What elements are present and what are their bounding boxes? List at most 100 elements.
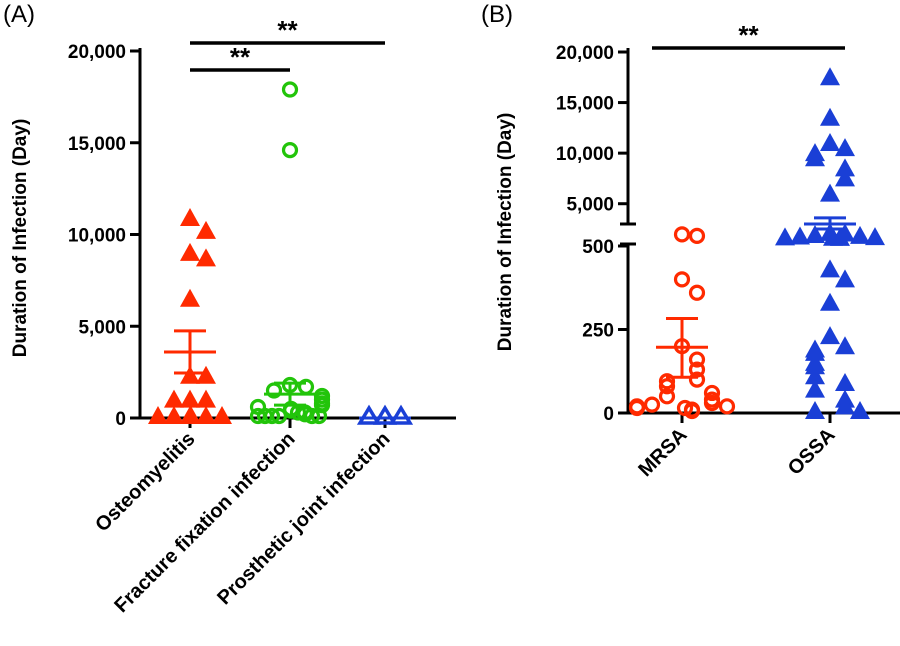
y-tick-label: 500 bbox=[582, 237, 614, 258]
panel-a: (A) Duration of Infection (Day) 0 5,000 10… bbox=[3, 1, 456, 617]
data-point bbox=[196, 248, 216, 267]
data-point bbox=[180, 389, 200, 408]
x-tick-label-mrsa: MRSA bbox=[634, 424, 691, 481]
significance-1-label: ** bbox=[277, 15, 298, 45]
panel-b-significance: ** bbox=[652, 20, 845, 50]
data-point bbox=[805, 366, 825, 385]
data-point bbox=[688, 371, 706, 388]
y-tick-label: 20,000 bbox=[68, 42, 126, 63]
data-point bbox=[303, 407, 321, 425]
data-point bbox=[281, 141, 299, 159]
panel-b-y-axis-label: Duration of Infection (Day) bbox=[495, 113, 516, 352]
x-tick-label-osteomyelitis: Osteomyelitis bbox=[91, 428, 199, 536]
y-tick-label: 10,000 bbox=[68, 226, 126, 247]
data-point bbox=[835, 396, 855, 415]
y-tick-label: 20,000 bbox=[556, 43, 614, 64]
data-point bbox=[181, 406, 201, 424]
data-point bbox=[850, 401, 870, 419]
data-point bbox=[196, 406, 216, 424]
data-point bbox=[372, 404, 398, 425]
panel-b-y-ticks: 0 250 500 5,000 10,000 15,000 20,000 bbox=[556, 43, 628, 425]
panel-b-x-ticks: MRSA OSSA bbox=[634, 413, 840, 481]
data-point bbox=[703, 384, 721, 402]
x-tick-label-ossa: OSSA bbox=[784, 424, 840, 480]
y-tick-label: 0 bbox=[115, 409, 126, 430]
data-point bbox=[658, 388, 676, 405]
data-point bbox=[820, 326, 840, 345]
data-point bbox=[658, 373, 676, 390]
y-tick-label: 5,000 bbox=[566, 195, 614, 216]
series-ossa bbox=[775, 67, 885, 419]
data-point bbox=[356, 404, 382, 425]
data-point bbox=[835, 372, 855, 391]
data-point bbox=[835, 168, 855, 187]
data-point bbox=[805, 148, 825, 167]
data-point bbox=[673, 226, 691, 243]
panel-a-data-marks bbox=[148, 81, 414, 425]
data-point bbox=[850, 225, 870, 244]
data-point bbox=[820, 183, 840, 202]
significance-b-1-label: ** bbox=[738, 20, 759, 50]
data-point bbox=[718, 398, 736, 415]
data-point bbox=[180, 207, 200, 226]
data-point bbox=[310, 407, 328, 425]
data-point bbox=[658, 378, 676, 395]
data-point bbox=[820, 67, 840, 86]
y-tick-label: 250 bbox=[582, 321, 614, 342]
panel-a-label: (A) bbox=[3, 1, 35, 28]
series-fracture-fixation-infection bbox=[249, 81, 331, 425]
series-osteomyelitis bbox=[148, 207, 232, 424]
y-tick-label: 0 bbox=[603, 404, 614, 425]
data-point bbox=[180, 288, 200, 307]
data-point bbox=[196, 365, 216, 384]
data-point bbox=[830, 227, 850, 246]
data-point bbox=[688, 351, 706, 368]
data-point bbox=[281, 81, 299, 98]
data-point bbox=[835, 269, 855, 288]
data-point bbox=[805, 342, 825, 361]
x-tick-label-prosthetic-joint-infection: Prosthetic joint infection bbox=[213, 428, 394, 609]
panel-a-y-ticks: 0 5,000 10,000 15,000 20,000 bbox=[68, 42, 140, 430]
y-tick-label: 15,000 bbox=[68, 134, 126, 155]
data-point bbox=[643, 396, 661, 413]
data-point bbox=[196, 389, 216, 408]
data-point bbox=[805, 379, 825, 398]
data-point bbox=[688, 284, 706, 301]
data-point bbox=[790, 226, 810, 245]
data-point bbox=[688, 227, 706, 244]
data-point bbox=[805, 356, 825, 375]
data-point bbox=[270, 407, 288, 425]
data-point bbox=[835, 158, 855, 177]
data-point bbox=[180, 242, 200, 261]
data-point bbox=[820, 292, 840, 311]
data-point bbox=[835, 336, 855, 355]
panel-b-label: (B) bbox=[481, 1, 513, 28]
data-point bbox=[805, 401, 825, 419]
data-point bbox=[164, 389, 184, 408]
panel-b-data-marks bbox=[628, 67, 885, 420]
x-tick-label-fracture-fixation-infection: Fracture fixation infection bbox=[110, 428, 299, 617]
y-tick-label: 10,000 bbox=[556, 144, 614, 165]
series-prosthetic-joint-infection bbox=[356, 404, 414, 425]
data-point bbox=[388, 404, 414, 425]
data-point bbox=[865, 227, 885, 246]
data-point bbox=[683, 402, 701, 420]
data-point bbox=[164, 406, 184, 424]
data-point bbox=[820, 107, 840, 126]
data-point bbox=[180, 365, 200, 384]
series-mrsa bbox=[628, 226, 736, 420]
data-point bbox=[148, 406, 168, 424]
data-point bbox=[673, 271, 691, 288]
data-point bbox=[212, 406, 232, 424]
y-tick-label: 15,000 bbox=[556, 94, 614, 115]
significance-2-label: ** bbox=[230, 42, 251, 72]
data-point bbox=[775, 227, 795, 246]
data-point bbox=[263, 407, 281, 425]
panel-a-y-axis-label: Duration of Infection (Day) bbox=[10, 119, 31, 358]
data-point bbox=[196, 220, 216, 239]
data-point bbox=[820, 133, 840, 152]
data-point bbox=[703, 394, 721, 412]
data-point bbox=[820, 259, 840, 278]
